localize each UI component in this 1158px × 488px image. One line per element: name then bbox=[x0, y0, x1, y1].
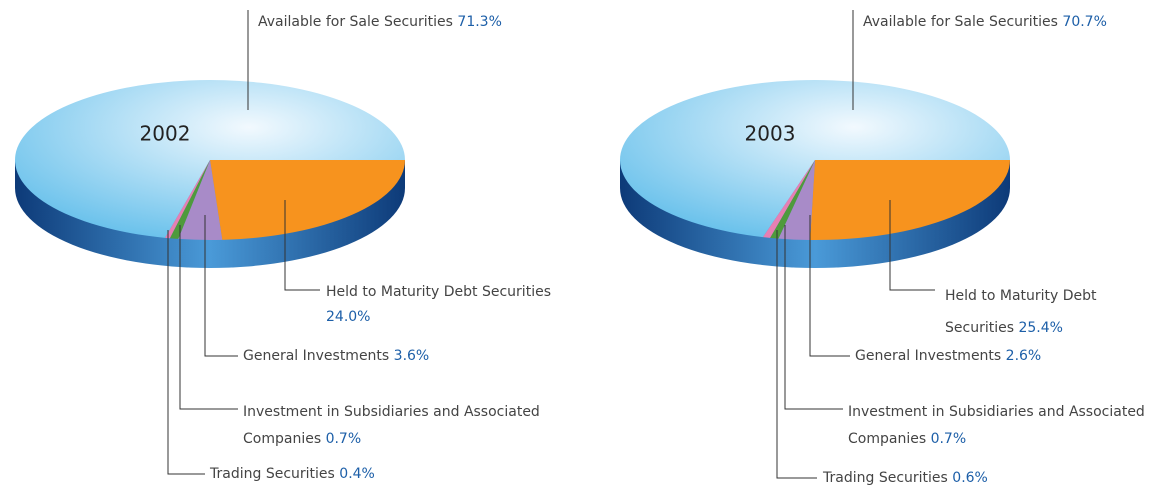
leader-line bbox=[179, 225, 238, 410]
category-name: Investment in Subsidiaries and Associate… bbox=[848, 404, 1145, 447]
leader-line bbox=[284, 200, 320, 291]
slice-label: Trading Securities 0.6% bbox=[823, 468, 988, 488]
chart-title: 2002 bbox=[140, 122, 191, 146]
category-name: Held to Maturity Debt Securities bbox=[326, 284, 551, 300]
slice-label: Held to Maturity Debt Securities 25.4% bbox=[945, 280, 1145, 344]
value-label: 24.0% bbox=[326, 309, 371, 325]
leader-line bbox=[889, 200, 935, 291]
pie-slice bbox=[620, 80, 1010, 238]
category-name: Held to Maturity Debt Securities bbox=[945, 288, 1097, 336]
category-name: Investment in Subsidiaries and Associate… bbox=[243, 404, 540, 447]
value-label: 71.3% bbox=[457, 14, 502, 30]
slice-label: Trading Securities 0.4% bbox=[210, 464, 375, 484]
chart-title: 2003 bbox=[745, 122, 796, 146]
category-name: General Investments bbox=[243, 348, 390, 364]
slice-label: Available for Sale Securities 71.3% bbox=[258, 12, 502, 32]
category-name: General Investments bbox=[855, 348, 1002, 364]
pie-slice bbox=[169, 160, 210, 239]
pie-slice bbox=[762, 160, 815, 238]
value-label: 3.6% bbox=[393, 348, 430, 364]
category-name: Available for Sale Securities bbox=[863, 14, 1058, 30]
pie-slice bbox=[15, 79, 406, 238]
slice-label: General Investments 2.6% bbox=[855, 346, 1041, 366]
slice-label: Held to Maturity Debt Securities 24.0% bbox=[326, 280, 566, 330]
value-label: 0.7% bbox=[325, 431, 362, 447]
value-label: 70.7% bbox=[1062, 14, 1107, 30]
value-label: 25.4% bbox=[1018, 320, 1063, 336]
pie-slice bbox=[770, 160, 815, 239]
value-label: 0.7% bbox=[930, 431, 967, 447]
category-name: Trading Securities bbox=[823, 470, 948, 486]
slice-label: Available for Sale Securities 70.7% bbox=[863, 12, 1107, 32]
category-name: Trading Securities bbox=[210, 466, 335, 482]
value-label: 2.6% bbox=[1005, 348, 1042, 364]
leader-line bbox=[167, 230, 205, 475]
leader-line bbox=[204, 215, 238, 357]
slice-label: Investment in Subsidiaries and Associate… bbox=[848, 399, 1148, 453]
slice-label: Investment in Subsidiaries and Associate… bbox=[243, 399, 543, 453]
leader-line bbox=[784, 225, 843, 410]
leader-line bbox=[776, 230, 817, 479]
pie-slice bbox=[210, 160, 405, 240]
pie-slice bbox=[178, 160, 223, 240]
slice-label: General Investments 3.6% bbox=[243, 346, 429, 366]
leader-line bbox=[809, 215, 850, 357]
pie-slice bbox=[810, 160, 1010, 240]
pie-slice bbox=[778, 160, 815, 240]
value-label: 0.4% bbox=[339, 466, 375, 482]
pie-slice bbox=[165, 160, 210, 239]
category-name: Available for Sale Securities bbox=[258, 14, 453, 30]
value-label: 0.6% bbox=[952, 470, 988, 486]
